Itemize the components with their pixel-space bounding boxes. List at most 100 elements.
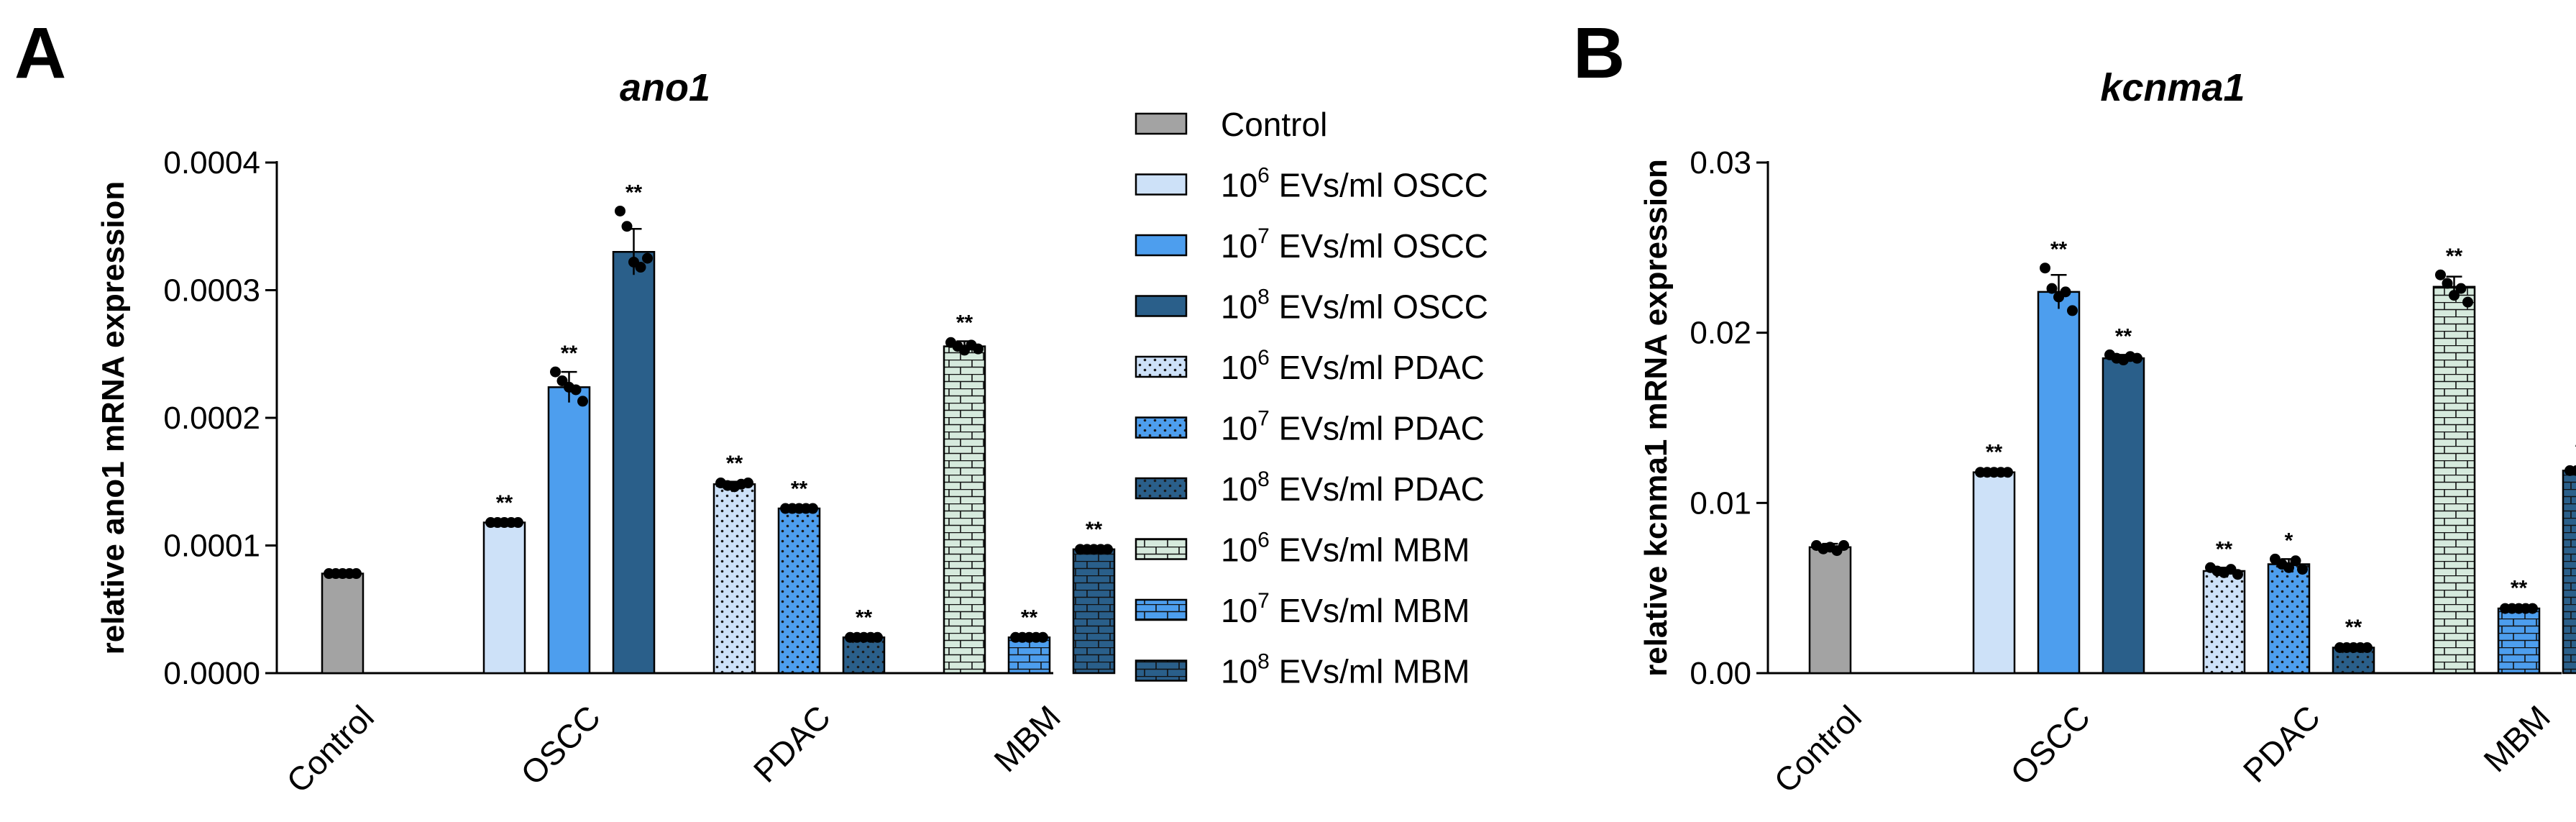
bar-oscc6 (1972, 471, 2016, 675)
data-point (872, 631, 883, 643)
legend-label-pdac8: 108 EVs/ml PDAC (1221, 467, 1485, 508)
data-point (635, 262, 646, 273)
significance-label: ** (625, 181, 643, 204)
bar-mbm7 (2497, 607, 2541, 675)
data-point (2232, 569, 2243, 580)
bar-oscc7 (547, 386, 591, 675)
y-axis-label: relative ano1 mRNA expression (96, 181, 131, 655)
legend-swatch-oscc8 (1135, 295, 1188, 317)
legend-label-pdac6: 106 EVs/ml PDAC (1221, 346, 1485, 386)
data-point (2571, 465, 2576, 476)
bar-pdac8 (842, 636, 886, 675)
bar-ctrl (1808, 546, 1852, 675)
data-point (973, 343, 984, 355)
bar-mbm7 (1007, 636, 1051, 675)
panel-letter: A (14, 13, 66, 93)
data-point (2435, 269, 2446, 280)
significance-label: ** (2216, 537, 2233, 561)
data-point (2132, 352, 2142, 364)
data-point (642, 252, 653, 264)
bar-mbm8 (2562, 470, 2576, 675)
significance-label: ** (496, 491, 513, 515)
significance-label: ** (2511, 577, 2528, 600)
y-tick-label: 0.03 (1690, 145, 1751, 181)
y-tick-label: 0.0000 (163, 656, 260, 691)
data-point (513, 517, 523, 529)
x-tick-label: PDAC (2236, 698, 2327, 790)
data-point (550, 366, 561, 378)
significance-label: ** (726, 452, 743, 475)
data-point (1037, 631, 1048, 643)
data-point (2442, 278, 2453, 289)
data-point (2283, 562, 2294, 573)
y-tick-label: 0.0004 (163, 145, 260, 181)
data-point (2455, 283, 2467, 294)
x-tick-label: PDAC (746, 698, 838, 790)
bar-pdac6 (2202, 570, 2246, 675)
legend-swatch-mbm7 (1135, 598, 1188, 621)
data-point (621, 221, 633, 232)
data-point (2527, 603, 2538, 614)
legend-label-oscc6: 106 EVs/ml OSCC (1221, 164, 1488, 204)
significance-label: ** (2115, 324, 2132, 348)
bar-pdac6 (712, 483, 756, 675)
legend-swatch-oscc6 (1135, 173, 1188, 196)
bar-oscc8 (2101, 357, 2145, 675)
data-point (2040, 262, 2050, 274)
bar-oscc6 (482, 521, 526, 675)
data-point (570, 384, 582, 396)
data-point (2046, 283, 2058, 294)
y-tick-label: 0.0003 (163, 273, 260, 309)
data-point (577, 396, 588, 407)
bar-mbm6 (2432, 286, 2476, 675)
data-point (1102, 544, 1113, 555)
data-point (2002, 467, 2013, 478)
data-point (2297, 564, 2308, 575)
data-point (2449, 290, 2460, 301)
significance-label: ** (561, 342, 578, 365)
legend: Control 106 EVs/ml OSCC 107 EVs/ml OSCC 108… (1135, 106, 1488, 690)
data-point (351, 568, 362, 580)
bar-mbm8 (1072, 548, 1116, 675)
legend-label-oscc7: 107 EVs/ml OSCC (1221, 224, 1488, 265)
significance-label: * (2285, 529, 2293, 552)
legend-swatch-mbm6 (1135, 538, 1188, 560)
legend-swatch-pdac7 (1135, 416, 1188, 439)
legend-swatch-pdac8 (1135, 477, 1188, 500)
data-point (2067, 305, 2078, 316)
bar-pdac7 (777, 507, 821, 675)
legend-label-mbm8: 108 EVs/ml MBM (1221, 650, 1470, 690)
legend-label-ctrl: Control (1221, 106, 1327, 143)
bar-ctrl (321, 572, 365, 675)
legend-label-mbm7: 107 EVs/ml MBM (1221, 589, 1470, 629)
data-point (615, 205, 625, 216)
data-point (743, 478, 753, 489)
bar-mbm6 (943, 345, 986, 675)
significance-label: ** (1086, 518, 1103, 542)
significance-label: ** (2575, 439, 2576, 462)
data-point (2290, 555, 2301, 567)
chart-title: ano1 (620, 66, 710, 109)
data-point (2060, 286, 2071, 298)
data-point (2462, 296, 2473, 308)
bar-pdac8 (2332, 647, 2375, 675)
significance-label: ** (2050, 238, 2068, 262)
x-tick-label: MBM (2476, 698, 2557, 780)
x-tick-label: MBM (986, 698, 1068, 780)
legend-swatch-mbm8 (1135, 659, 1188, 682)
significance-label: ** (791, 477, 808, 501)
legend-swatch-pdac6 (1135, 355, 1188, 378)
x-tick-label: OSCC (2003, 698, 2097, 793)
legend-swatch-oscc7 (1135, 234, 1188, 257)
data-point (1838, 540, 1849, 551)
x-tick-label: Control (279, 698, 381, 800)
y-tick-label: 0.02 (1690, 316, 1751, 351)
significance-label: ** (2446, 245, 2463, 268)
y-tick-label: 0.01 (1690, 485, 1751, 521)
y-axis-label: relative kcnma1 mRNA expression (1638, 159, 1674, 677)
bar-oscc7 (2037, 291, 2081, 675)
data-point (556, 375, 568, 387)
